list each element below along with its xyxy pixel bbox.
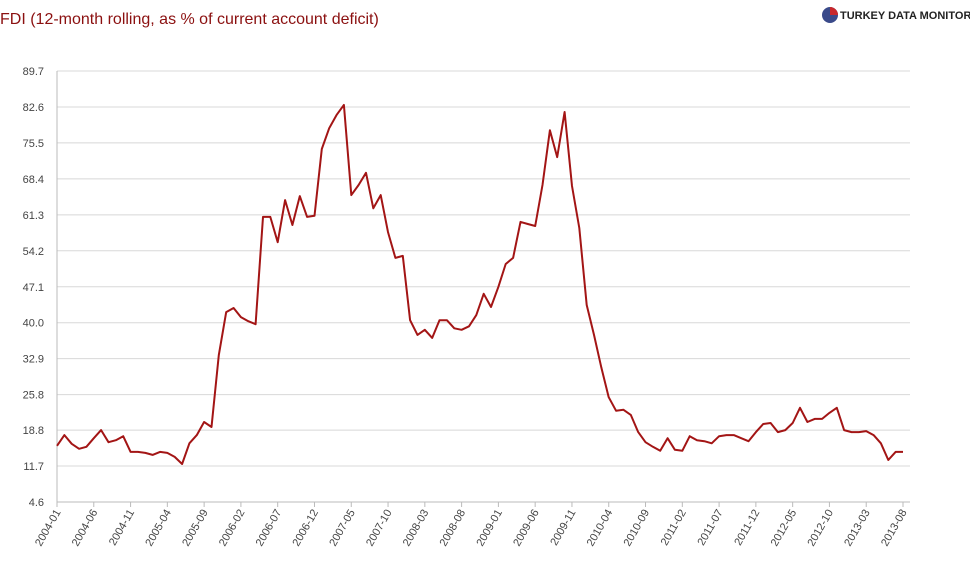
x-tick-label: 2013-03 (842, 508, 873, 549)
x-tick-label: 2005-04 (143, 508, 174, 549)
x-tick-label: 2008-03 (401, 508, 432, 549)
y-tick-label: 75.5 (23, 138, 44, 150)
y-tick-label: 54.2 (23, 246, 44, 258)
x-tick-label: 2011-07 (696, 508, 726, 548)
x-tick-label: 2007-05 (327, 508, 358, 549)
y-tick-label: 89.7 (23, 66, 44, 78)
y-tick-label: 11.7 (23, 461, 44, 473)
x-tick-label: 2004-01 (33, 508, 64, 549)
x-tick-label: 2010-04 (585, 508, 616, 549)
x-tick-label: 2004-11 (107, 508, 137, 548)
brand: TURKEY DATA MONITOR (840, 10, 970, 22)
y-tick-label: 18.8 (23, 425, 44, 437)
chart-title: FDI (12-month rolling, as % of current a… (0, 11, 379, 28)
x-tick-label: 2007-10 (364, 508, 395, 549)
y-tick-label: 47.1 (23, 282, 44, 294)
x-tick-label: 2010-09 (622, 508, 653, 549)
x-tick-label: 2009-06 (511, 508, 542, 549)
x-tick-label: 2004-06 (70, 508, 101, 549)
line-series (56, 103, 903, 465)
y-tick-label: 40.0 (23, 318, 44, 330)
x-tick-label: 2006-02 (217, 508, 248, 549)
x-tick-label: 2012-10 (805, 508, 836, 549)
logo: TURKEY DATA MONITOR (822, 7, 970, 23)
y-tick-label: 4.6 (29, 497, 44, 509)
x-tick-label: 2005-09 (180, 508, 211, 549)
x-tick-label: 2011-12 (732, 508, 762, 548)
x-tick-label: 2008-08 (438, 508, 469, 549)
y-tick-label: 25.8 (23, 390, 44, 402)
x-tick-label: 2012-05 (769, 508, 800, 549)
x-tick-label: 2009-01 (474, 508, 505, 549)
logo-icon-slice (830, 7, 838, 15)
x-tick-label: 2011-02 (659, 508, 689, 548)
y-tick-label: 68.4 (23, 174, 44, 186)
y-tick-label: 61.3 (23, 210, 44, 222)
y-tick-label: 82.6 (23, 102, 44, 114)
x-tick-label: 2006-12 (290, 508, 321, 549)
x-tick-label: 2009-11 (548, 508, 578, 548)
x-tick-label: 2006-07 (254, 508, 285, 549)
x-tick-label: 2013-08 (879, 508, 910, 549)
y-tick-label: 32.9 (23, 354, 44, 366)
